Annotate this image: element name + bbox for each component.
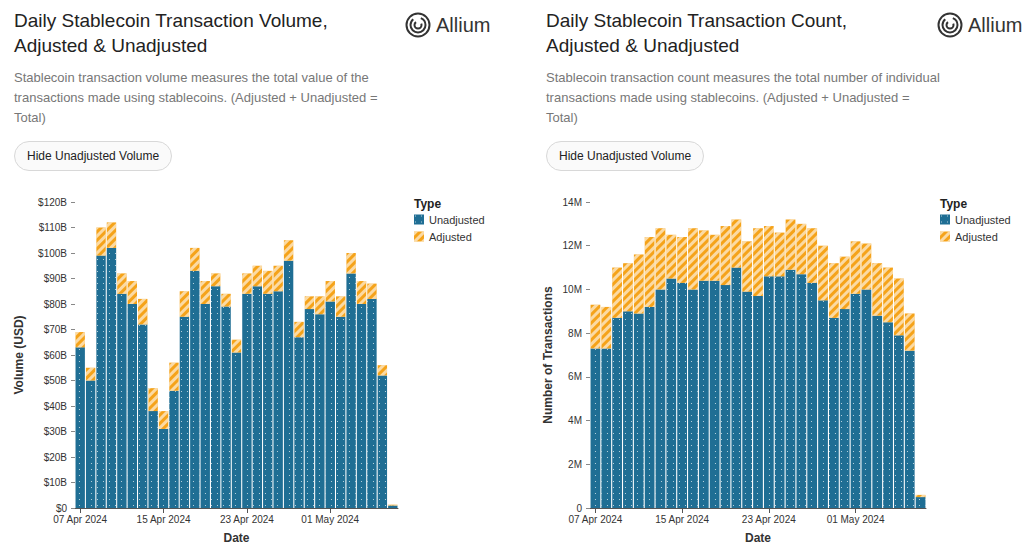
svg-text:Type: Type: [940, 197, 967, 211]
svg-text:23 Apr 2024: 23 Apr 2024: [742, 514, 796, 525]
svg-text:$70B: $70B: [44, 324, 68, 335]
svg-text:8M: 8M: [568, 328, 582, 339]
svg-text:6M: 6M: [568, 371, 582, 382]
svg-text:Volume (USD): Volume (USD): [12, 315, 26, 394]
html-text:Stablecoin transaction count m: Stablecoin transaction count measures th…: [546, 70, 940, 125]
svg-text:Number of Transactions: Number of Transactions: [541, 286, 555, 424]
svg-text:10M: 10M: [563, 284, 582, 295]
html-text:Stablecoin transaction volume: Stablecoin transaction volume measures t…: [14, 70, 378, 125]
html-text:Hide Unadjusted Volume: Hide Unadjusted Volume: [559, 149, 692, 163]
svg-text:$80B: $80B: [44, 299, 68, 310]
svg-text:4M: 4M: [568, 415, 582, 426]
svg-text:Date: Date: [223, 531, 249, 545]
svg-text:$40B: $40B: [44, 401, 68, 412]
html-text:Daily Stablecoin Transaction V: Daily Stablecoin Transaction Volume, Adj…: [14, 10, 328, 56]
svg-text:14M: 14M: [563, 197, 582, 208]
svg-text:$20B: $20B: [44, 452, 68, 463]
svg-text:Unadjusted: Unadjusted: [955, 214, 1011, 226]
svg-text:15 Apr 2024: 15 Apr 2024: [137, 514, 191, 525]
svg-text:2M: 2M: [568, 459, 582, 470]
svg-text:$110B: $110B: [39, 222, 68, 233]
html-text:Allium: Allium: [968, 13, 1023, 36]
svg-text:Unadjusted: Unadjusted: [429, 214, 485, 226]
svg-text:$30B: $30B: [44, 426, 68, 437]
svg-text:Date: Date: [745, 531, 771, 545]
svg-text:$100B: $100B: [38, 248, 67, 259]
svg-text:$0: $0: [56, 503, 68, 514]
svg-text:01 May 2024: 01 May 2024: [301, 514, 359, 525]
svg-text:$90B: $90B: [44, 273, 68, 284]
svg-text:Adjusted: Adjusted: [429, 231, 472, 243]
svg-text:0: 0: [576, 503, 582, 514]
svg-text:$120B: $120B: [38, 197, 67, 208]
svg-text:$10B: $10B: [44, 477, 68, 488]
svg-text:12M: 12M: [563, 240, 582, 251]
svg-text:Type: Type: [414, 197, 441, 211]
svg-text:07 Apr 2024: 07 Apr 2024: [568, 514, 622, 525]
html-text:Daily Stablecoin Transaction C: Daily Stablecoin Transaction Count, Adju…: [546, 10, 847, 56]
svg-text:07 Apr 2024: 07 Apr 2024: [53, 514, 107, 525]
html-text:Hide Unadjusted Volume: Hide Unadjusted Volume: [27, 149, 160, 163]
html-text:Allium: Allium: [436, 13, 491, 36]
svg-text:23 Apr 2024: 23 Apr 2024: [220, 514, 274, 525]
svg-text:$50B: $50B: [44, 375, 68, 386]
svg-text:01 May 2024: 01 May 2024: [827, 514, 885, 525]
svg-text:Adjusted: Adjusted: [955, 231, 998, 243]
svg-text:$60B: $60B: [44, 350, 68, 361]
svg-text:15 Apr 2024: 15 Apr 2024: [655, 514, 709, 525]
